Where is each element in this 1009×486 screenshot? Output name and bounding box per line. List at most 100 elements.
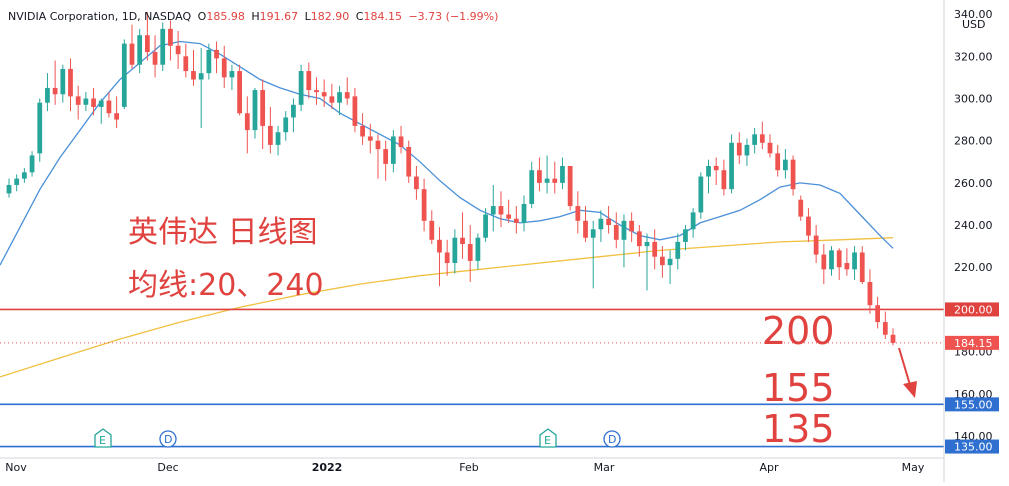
candle-body: [829, 250, 834, 270]
candle-body: [490, 206, 496, 215]
change-value: −3.73 (−1.99%): [408, 10, 499, 23]
candle-body: [690, 212, 696, 230]
candle-body: [729, 142, 734, 190]
candle-body: [775, 153, 781, 171]
candle-body: [6, 184, 12, 194]
symbol-name: NVIDIA Corporation, 1D, NASDAQ: [8, 10, 192, 23]
time-tick-label: May: [902, 461, 925, 474]
candle-body: [736, 142, 742, 156]
candle-body: [198, 73, 204, 80]
dividend-label: D: [608, 433, 616, 446]
candle-body: [475, 237, 481, 261]
candle-body: [106, 100, 112, 114]
close-value: 184.15: [363, 10, 402, 23]
candle-body: [706, 165, 711, 177]
level-badge: [945, 397, 999, 412]
price-tick-label: 340.00: [954, 8, 993, 21]
candle-body: [60, 68, 66, 95]
candle-body: [529, 170, 535, 204]
candle-body: [744, 144, 750, 156]
candle-body: [98, 100, 104, 107]
candle-body: [144, 35, 150, 53]
candle-body: [590, 229, 596, 238]
high-value: 191.67: [259, 10, 299, 23]
candle-body: [314, 90, 319, 93]
candle-body: [114, 113, 120, 120]
candle-body: [767, 142, 773, 154]
level-badge-label: 155.00: [954, 398, 993, 411]
candle-body: [229, 71, 235, 78]
candle-body: [29, 155, 35, 173]
candle-body: [352, 96, 358, 126]
candle-body: [252, 90, 258, 131]
annotation-200: 200: [762, 309, 835, 353]
candle-body: [68, 68, 73, 97]
candle-body: [560, 165, 565, 183]
candle-body: [437, 239, 442, 253]
open-label: O: [197, 10, 207, 23]
candle-body: [782, 159, 788, 171]
earnings-icon: [94, 428, 112, 448]
candle-body: [521, 203, 527, 223]
candle-body: [121, 43, 127, 107]
candle-body: [191, 71, 196, 80]
candle-body: [129, 43, 135, 65]
candle-body: [506, 214, 512, 219]
time-tick-label: Apr: [759, 461, 779, 474]
annotation-ma: 均线:20、240: [128, 268, 324, 303]
candle-body: [137, 35, 143, 65]
time-tick-label: Feb: [459, 461, 478, 474]
down-arrow-head: [903, 381, 917, 398]
time-tick-label: Nov: [5, 461, 27, 474]
candle-body: [821, 254, 827, 270]
low-label: L: [304, 10, 311, 23]
candle-body: [852, 252, 857, 270]
dividend-label: D: [164, 433, 172, 446]
candle-body: [567, 165, 573, 207]
candle-body: [75, 96, 81, 105]
candle-body: [83, 98, 89, 105]
candle-body: [537, 170, 542, 183]
level-badge-label: 135.00: [954, 441, 993, 454]
candle-body: [660, 256, 665, 266]
time-tick-label: Dec: [157, 461, 178, 474]
candle-body: [890, 334, 896, 343]
price-tick-label: 300.00: [954, 92, 993, 105]
candle-body: [460, 237, 465, 245]
candle-body: [291, 104, 296, 118]
candle-body: [836, 250, 842, 268]
candle-body: [275, 132, 281, 145]
level-badge-label: 200.00: [954, 303, 993, 316]
candle-body: [152, 52, 158, 65]
candle-body: [790, 159, 796, 190]
candle-body: [867, 282, 873, 306]
annotation-135: 135: [762, 407, 835, 451]
level-badge: [945, 439, 999, 454]
annotation-155: 155: [762, 366, 835, 410]
candle-body: [575, 206, 581, 221]
candle-body: [421, 189, 427, 221]
candle-body: [14, 178, 20, 185]
ma240-line: [0, 237, 894, 378]
ma20-path: [0, 40, 894, 266]
candle-body: [175, 45, 181, 55]
candles: [6, 11, 896, 346]
time-axis: Nov Dec 2022 Feb Mar Apr May: [0, 457, 944, 474]
candle-body: [91, 98, 96, 107]
open-value: 185.98: [206, 10, 245, 23]
earnings-label: E: [99, 434, 106, 447]
candle-body: [260, 90, 266, 126]
candle-body: [214, 49, 219, 59]
candle-body: [606, 218, 611, 226]
earnings-label: E: [544, 434, 551, 447]
candle-body: [306, 71, 312, 91]
ma20-line: [0, 40, 894, 266]
candle-body: [636, 231, 642, 247]
candle-body: [206, 49, 212, 74]
candle-body: [329, 96, 335, 103]
symbol-legend: NVIDIA Corporation, 1D, NASDAQ O185.98 H…: [8, 10, 501, 23]
candle-body: [483, 214, 488, 238]
candle-body: [406, 146, 412, 177]
